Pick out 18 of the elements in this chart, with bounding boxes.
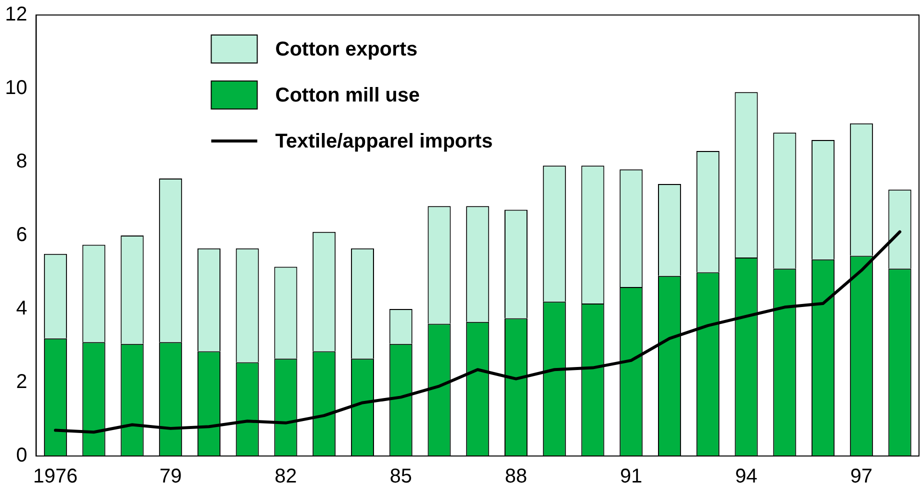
x-tick-label: 88 bbox=[504, 466, 528, 488]
x-tick-label: 94 bbox=[735, 466, 758, 488]
x-tick-label: 85 bbox=[390, 466, 412, 488]
legend-label: Cotton exports bbox=[275, 38, 418, 61]
legend-label: Cotton mill use bbox=[275, 84, 420, 107]
y-tick-label: 6 bbox=[16, 224, 28, 246]
y-tick-label: 8 bbox=[16, 150, 28, 173]
x-tick-label: 1976 bbox=[33, 466, 78, 488]
x-tick-label: 82 bbox=[274, 466, 297, 488]
y-tick-label: 10 bbox=[4, 77, 28, 100]
x-tick-label: 97 bbox=[850, 466, 873, 488]
y-tick-label: 12 bbox=[4, 4, 28, 26]
legend-label: Textile/apparel imports bbox=[275, 130, 493, 153]
y-tick-label: 2 bbox=[16, 371, 28, 394]
y-tick-label: 4 bbox=[16, 298, 28, 320]
x-tick-label: 91 bbox=[620, 466, 642, 488]
x-tick-label: 79 bbox=[159, 466, 182, 488]
y-tick-label: 0 bbox=[16, 444, 28, 467]
